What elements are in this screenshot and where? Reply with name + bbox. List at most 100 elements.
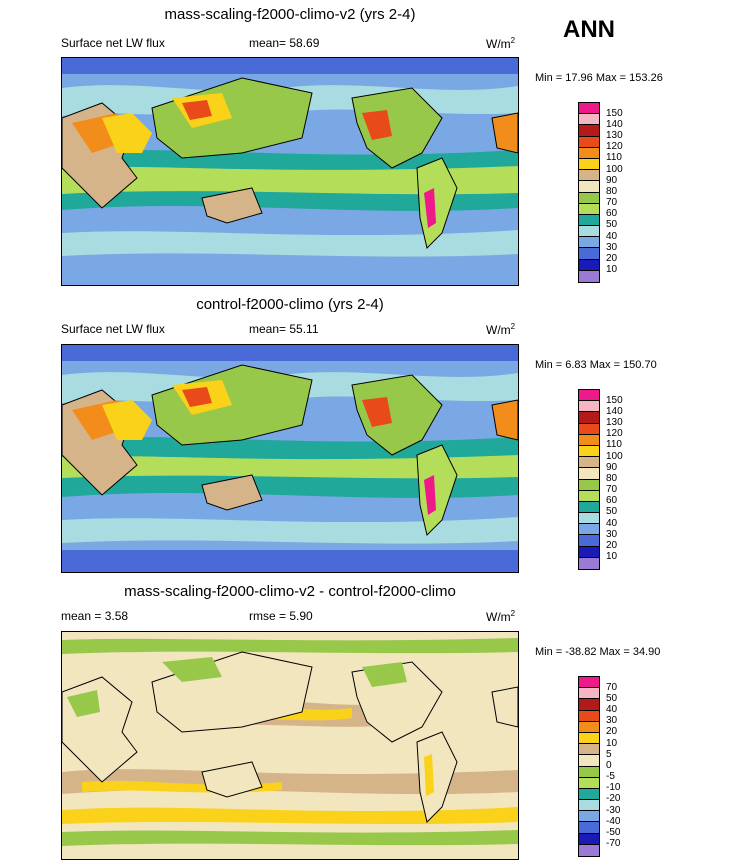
- colorbar-level-label: 90: [606, 461, 618, 473]
- colorbar-level-label: 5: [606, 748, 612, 760]
- colorbar-swatch: [579, 479, 599, 491]
- panel1-minmax: Min = 17.96 Max = 153.26: [535, 72, 663, 84]
- colorbar-swatch: [579, 822, 599, 834]
- colorbar-swatch: [579, 390, 599, 402]
- colorbar-swatch: [579, 457, 599, 469]
- colorbar-swatch: [579, 501, 599, 514]
- colorbar-level-label: 30: [606, 528, 618, 540]
- colorbar-level-label: 140: [606, 118, 623, 130]
- colorbar-swatch: [579, 181, 599, 193]
- panel3-map: [61, 631, 519, 860]
- colorbar-level-label: 100: [606, 163, 623, 175]
- colorbar-swatch: [579, 513, 599, 525]
- colorbar-swatch: [579, 833, 599, 845]
- colorbar-swatch: [579, 710, 599, 722]
- colorbar-swatch: [579, 721, 599, 733]
- colorbar-swatch: [579, 237, 599, 249]
- colorbar-swatch: [579, 214, 599, 227]
- colorbar-level-label: 120: [606, 428, 623, 440]
- colorbar-swatch: [579, 170, 599, 182]
- colorbar-swatch: [579, 103, 599, 115]
- colorbar-level-label: -50: [606, 827, 621, 839]
- panel3-mean-label: mean = 3.58: [61, 609, 129, 623]
- colorbar-level-label: 80: [606, 472, 618, 484]
- colorbar-swatch: [579, 270, 599, 282]
- colorbar-swatch: [579, 557, 599, 569]
- colorbar-swatch: [579, 248, 599, 260]
- colorbar-level-label: 40: [606, 230, 618, 242]
- season-label: ANN: [563, 16, 615, 43]
- colorbar-swatch: [579, 800, 599, 812]
- panel2-colorbar: [578, 389, 600, 570]
- colorbar-level-label: 50: [606, 692, 618, 704]
- colorbar-level-label: 70: [606, 484, 618, 496]
- colorbar-level-label: 60: [606, 495, 618, 507]
- colorbar-level-label: 100: [606, 450, 623, 462]
- colorbar-level-label: 50: [606, 506, 618, 518]
- colorbar-level-label: 120: [606, 141, 623, 153]
- panel2-variable-label: Surface net LW flux: [61, 322, 165, 336]
- colorbar-level-label: 10: [606, 737, 618, 749]
- colorbar-level-label: 60: [606, 208, 618, 220]
- colorbar-level-label: -30: [606, 804, 621, 816]
- colorbar-swatch: [579, 147, 599, 159]
- panel3-colorbar: [578, 676, 600, 857]
- panel1-colorbar-labels: 150 140 130 120 110 100 90 80 70 60 50 40 30 20 10: [606, 108, 623, 276]
- colorbar-level-label: 70: [606, 197, 618, 209]
- panel2-title: control-f2000-climo (yrs 2-4): [196, 296, 384, 313]
- panel1-variable-label: Surface net LW flux: [61, 36, 165, 50]
- panel1-colorbar: [578, 102, 600, 283]
- panel1-mean-label: mean= 58.69: [249, 36, 320, 50]
- colorbar-swatch: [579, 732, 599, 745]
- colorbar-swatch: [579, 699, 599, 711]
- colorbar-swatch: [579, 524, 599, 536]
- colorbar-swatch: [579, 136, 599, 148]
- colorbar-swatch: [579, 158, 599, 171]
- colorbar-level-label: 130: [606, 416, 623, 428]
- colorbar-swatch: [579, 777, 599, 789]
- colorbar-level-label: -20: [606, 793, 621, 805]
- colorbar-level-label: 10: [606, 264, 618, 276]
- colorbar-swatch: [579, 203, 599, 215]
- panel2-minmax: Min = 6.83 Max = 150.70: [535, 359, 657, 371]
- panel1-units: W/m2: [486, 36, 516, 51]
- colorbar-swatch: [579, 401, 599, 413]
- colorbar-swatch: [579, 535, 599, 547]
- panel3-map-svg: [62, 632, 518, 859]
- panel3-title: mass-scaling-f2000-climo-v2 - control-f2…: [124, 583, 456, 600]
- colorbar-level-label: 10: [606, 551, 618, 563]
- colorbar-level-label: 50: [606, 219, 618, 231]
- panel1-map: [61, 57, 519, 286]
- colorbar-level-label: 80: [606, 185, 618, 197]
- colorbar-swatch: [579, 766, 599, 778]
- colorbar-swatch: [579, 125, 599, 137]
- colorbar-level-label: 40: [606, 703, 618, 715]
- colorbar-level-label: 110: [606, 152, 622, 164]
- colorbar-swatch: [579, 192, 599, 204]
- panel3-minmax: Min = -38.82 Max = 34.90: [535, 646, 661, 658]
- colorbar-level-label: -10: [606, 782, 621, 794]
- panel3-units: W/m2: [486, 609, 516, 624]
- colorbar-level-label: 40: [606, 517, 618, 529]
- colorbar-level-label: -5: [606, 771, 615, 783]
- colorbar-level-label: 20: [606, 253, 618, 265]
- colorbar-swatch: [579, 744, 599, 756]
- panel2-map: [61, 344, 519, 573]
- colorbar-swatch: [579, 423, 599, 435]
- panel3-rmse-label: rmse = 5.90: [249, 609, 313, 623]
- colorbar-swatch: [579, 755, 599, 767]
- colorbar-swatch: [579, 412, 599, 424]
- colorbar-level-label: -40: [606, 815, 621, 827]
- panel3-colorbar-labels: 70 50 40 30 20 10 5 0 -5 -10 -20 -30 -40 -50 -70: [606, 682, 620, 850]
- colorbar-level-label: 90: [606, 174, 618, 186]
- colorbar-level-label: 110: [606, 439, 622, 451]
- panel2-units: W/m2: [486, 322, 516, 337]
- colorbar-level-label: 140: [606, 405, 623, 417]
- colorbar-swatch: [579, 445, 599, 458]
- colorbar-swatch: [579, 811, 599, 823]
- panel2-map-svg: [62, 345, 518, 572]
- colorbar-level-label: 130: [606, 129, 623, 141]
- panel1-title: mass-scaling-f2000-climo-v2 (yrs 2-4): [164, 6, 416, 23]
- colorbar-swatch: [579, 490, 599, 502]
- colorbar-level-label: 20: [606, 726, 618, 738]
